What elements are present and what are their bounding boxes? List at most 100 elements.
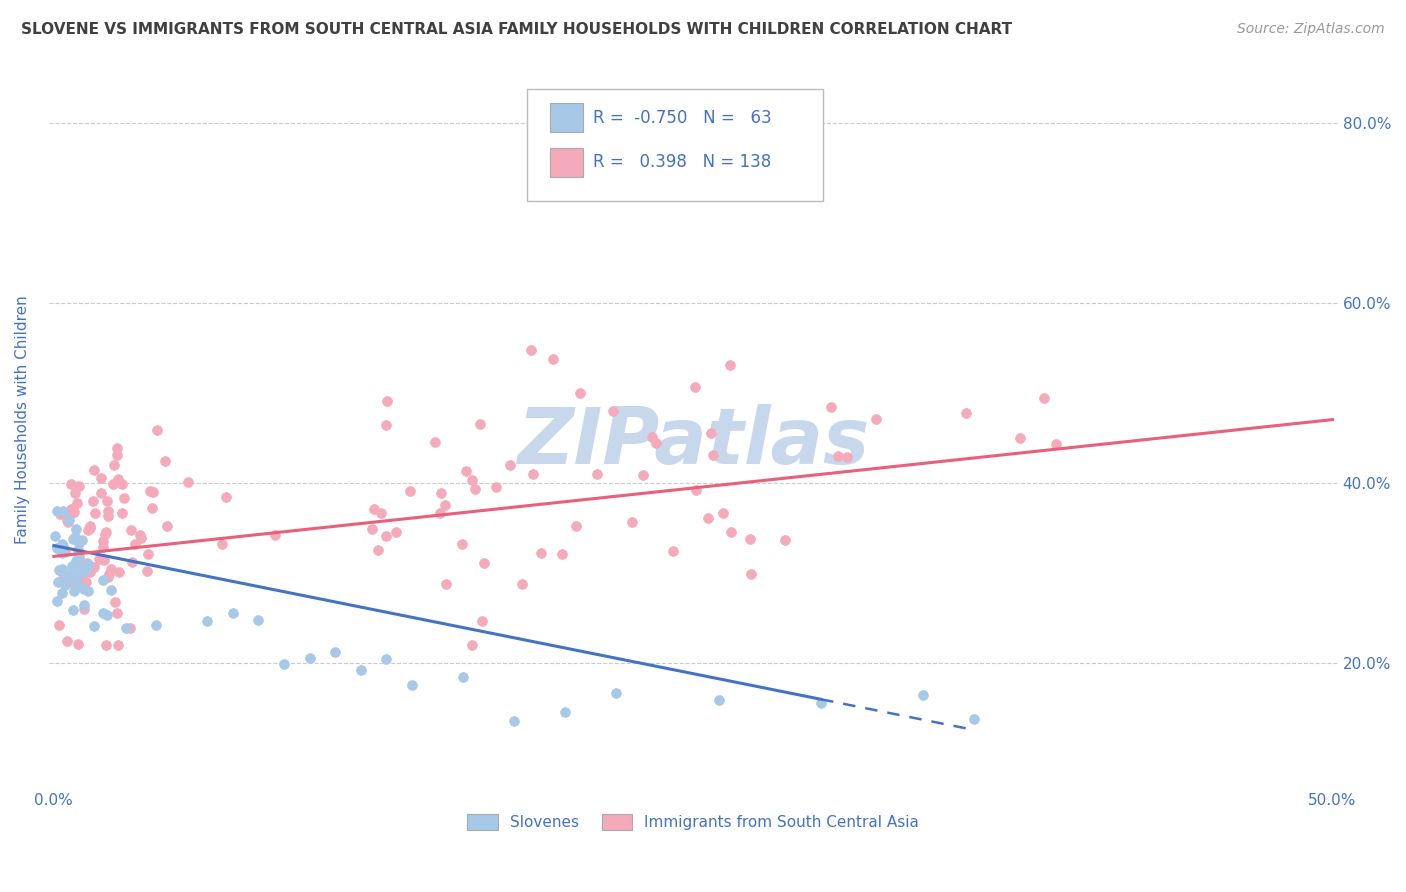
- Point: [51, 586, 73, 600]
- Point: [66, 543, 89, 558]
- Point: [52, 574, 75, 589]
- Point: [75, 575, 97, 590]
- Point: [837, 450, 859, 464]
- Point: [247, 613, 270, 627]
- Point: [464, 482, 486, 496]
- Point: [565, 518, 588, 533]
- Point: [367, 543, 389, 558]
- Point: [141, 501, 163, 516]
- Point: [810, 696, 832, 710]
- Point: [90, 471, 112, 485]
- Point: [114, 621, 136, 635]
- Point: [429, 506, 451, 520]
- Text: SLOVENE VS IMMIGRANTS FROM SOUTH CENTRAL ASIA FAMILY HOUSEHOLDS WITH CHILDREN CO: SLOVENE VS IMMIGRANTS FROM SOUTH CENTRAL…: [21, 22, 1012, 37]
- Point: [363, 502, 385, 516]
- Point: [775, 533, 797, 547]
- Point: [1008, 431, 1031, 445]
- Point: [142, 484, 165, 499]
- Point: [52, 567, 75, 582]
- Legend: Slovenes, Immigrants from South Central Asia: Slovenes, Immigrants from South Central …: [461, 808, 925, 836]
- Point: [51, 562, 73, 576]
- Point: [605, 686, 627, 700]
- Point: [72, 577, 94, 591]
- Point: [738, 532, 761, 546]
- Point: [145, 617, 167, 632]
- Point: [423, 435, 446, 450]
- Point: [711, 506, 734, 520]
- Point: [214, 490, 236, 504]
- Point: [49, 507, 72, 521]
- Point: [375, 418, 398, 433]
- Point: [96, 608, 118, 623]
- Point: [499, 458, 522, 472]
- Point: [62, 506, 84, 520]
- Point: [385, 525, 408, 540]
- Point: [83, 560, 105, 574]
- Text: R =   0.398   N = 138: R = 0.398 N = 138: [593, 153, 772, 171]
- Point: [60, 559, 83, 574]
- Point: [430, 485, 453, 500]
- Point: [97, 509, 120, 524]
- Point: [461, 638, 484, 652]
- Point: [77, 557, 100, 571]
- Point: [67, 555, 90, 569]
- Point: [120, 523, 142, 537]
- Point: [48, 618, 70, 632]
- Point: [73, 599, 96, 613]
- Point: [65, 554, 87, 568]
- Point: [323, 645, 346, 659]
- Point: [82, 494, 104, 508]
- Point: [60, 477, 83, 491]
- Point: [222, 606, 245, 620]
- Point: [375, 529, 398, 543]
- Point: [63, 486, 86, 500]
- Point: [105, 607, 128, 621]
- Point: [375, 651, 398, 665]
- Text: Source: ZipAtlas.com: Source: ZipAtlas.com: [1237, 22, 1385, 37]
- Point: [63, 576, 86, 591]
- Point: [963, 712, 986, 726]
- Point: [51, 539, 73, 553]
- Point: [66, 579, 89, 593]
- Point: [153, 454, 176, 468]
- Point: [83, 506, 105, 520]
- Point: [107, 472, 129, 486]
- Point: [103, 458, 125, 473]
- Point: [51, 537, 73, 551]
- Point: [55, 633, 77, 648]
- Point: [124, 537, 146, 551]
- Point: [503, 714, 526, 728]
- Point: [522, 467, 544, 481]
- Point: [298, 651, 321, 665]
- Point: [554, 705, 576, 719]
- Point: [97, 504, 120, 518]
- Point: [541, 351, 564, 366]
- Point: [62, 559, 84, 574]
- Point: [433, 498, 456, 512]
- Point: [485, 480, 508, 494]
- Point: [112, 491, 135, 505]
- Point: [585, 467, 607, 481]
- Point: [45, 541, 67, 555]
- Point: [361, 522, 384, 536]
- Point: [620, 515, 643, 529]
- Point: [65, 496, 87, 510]
- Point: [195, 614, 218, 628]
- Point: [101, 476, 124, 491]
- Point: [707, 693, 730, 707]
- Point: [62, 603, 84, 617]
- Point: [63, 506, 86, 520]
- Point: [65, 530, 87, 544]
- Point: [399, 483, 422, 498]
- Point: [72, 533, 94, 548]
- Point: [263, 528, 285, 542]
- Point: [98, 567, 121, 582]
- Point: [48, 563, 70, 577]
- Point: [62, 532, 84, 546]
- Point: [105, 441, 128, 455]
- Point: [79, 565, 101, 579]
- Point: [641, 429, 664, 443]
- Point: [51, 546, 73, 560]
- Point: [76, 562, 98, 576]
- Point: [111, 476, 134, 491]
